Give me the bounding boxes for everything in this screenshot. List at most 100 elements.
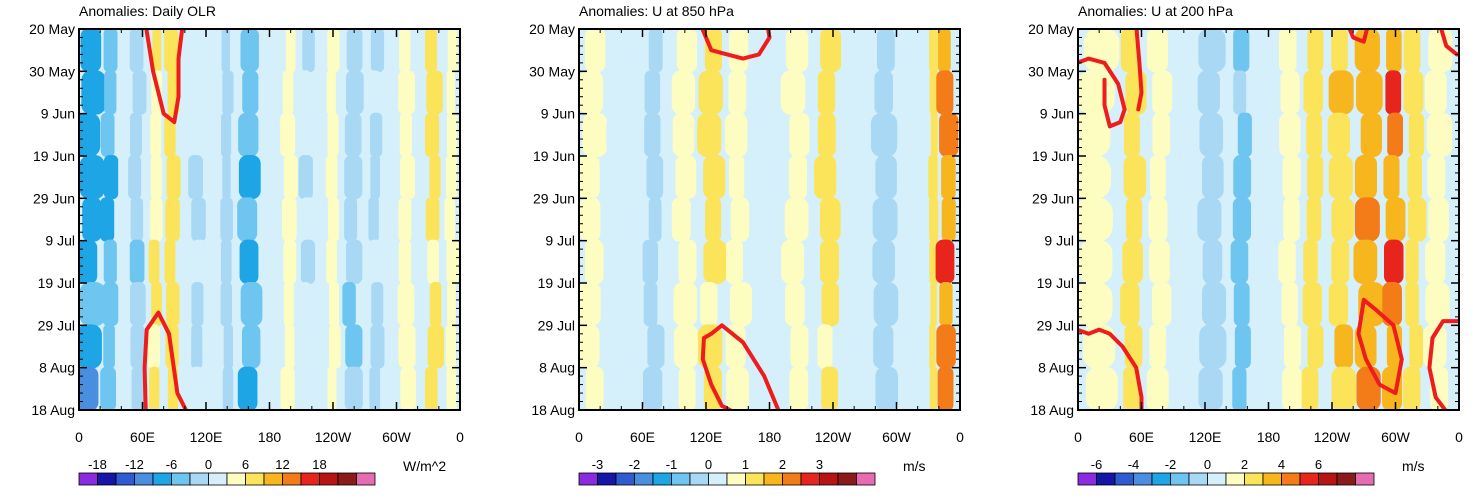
band-2-seg-1 — [1152, 70, 1173, 115]
band-2-seg-6 — [129, 282, 146, 327]
band-3-seg-4 — [1176, 197, 1197, 242]
band-15-seg-6 — [447, 282, 456, 327]
band-6-seg-4 — [1260, 197, 1280, 242]
y-tick-label: 29 Jun — [1032, 190, 1074, 206]
colorbar-swatch — [800, 472, 820, 486]
band-0-seg-5 — [1078, 239, 1113, 284]
band-7-seg-5 — [1278, 239, 1296, 284]
colorbar-label: 12 — [275, 457, 289, 472]
band-6-seg-5 — [757, 239, 776, 284]
band-8-seg-0 — [285, 29, 296, 73]
band-11-seg-4 — [912, 197, 922, 242]
band-10-seg-4 — [328, 197, 339, 242]
band-12-seg-5 — [1405, 239, 1419, 284]
colorbar-label: 0 — [1204, 457, 1211, 472]
band-6-seg-4 — [759, 197, 778, 242]
band-4-seg-1 — [698, 70, 723, 115]
band-7-seg-7 — [790, 324, 809, 369]
band-8-seg-0 — [820, 29, 842, 73]
band-11-seg-5 — [907, 239, 920, 284]
band-7-seg-1 — [242, 70, 259, 115]
band-1-seg-5 — [103, 239, 117, 284]
band-1-seg-6 — [102, 282, 119, 327]
band-6-seg-2 — [221, 112, 232, 157]
band-8-seg-5 — [283, 239, 297, 284]
x-tick-label: 120W — [815, 429, 852, 445]
band-2-seg-5 — [129, 239, 145, 284]
colorbar-swatch — [1281, 472, 1301, 486]
band-13-seg-3 — [941, 155, 956, 200]
band-9-seg-7 — [1334, 324, 1354, 369]
band-4-seg-3 — [1201, 155, 1224, 200]
band-15-seg-0 — [447, 29, 458, 73]
colorbar: -18 -12 -6 0 6 12 18 W/m^2 — [78, 457, 446, 486]
band-3-seg-5 — [678, 239, 697, 284]
band-9-seg-6 — [300, 282, 311, 327]
band-10-seg-0 — [876, 29, 895, 73]
colorbar-swatch — [1207, 472, 1227, 486]
band-13-seg-4 — [1428, 197, 1449, 242]
band-5-seg-6 — [730, 282, 753, 327]
band-14-seg-8 — [424, 366, 438, 410]
band-2-seg-8 — [1146, 366, 1169, 410]
band-4-seg-3 — [166, 155, 181, 200]
band-2-seg-5 — [642, 239, 658, 284]
band-7-seg-8 — [237, 366, 258, 410]
colorbar-swatch — [597, 472, 617, 486]
band-10-seg-4 — [1354, 197, 1380, 242]
band-7-seg-3 — [788, 155, 808, 200]
band-15-seg-5 — [446, 239, 459, 284]
band-7-seg-6 — [240, 282, 263, 327]
colorbar-swatch — [245, 472, 265, 486]
band-0-seg-8 — [585, 366, 604, 410]
y-tick-label: 9 Jul — [45, 233, 75, 249]
colorbar-swatch — [78, 472, 98, 486]
band-6-seg-7 — [223, 324, 234, 369]
band-5-seg-4 — [191, 197, 206, 242]
band-10-seg-8 — [327, 366, 337, 410]
band-14-seg-7 — [427, 324, 445, 369]
colorbar-swatch — [837, 472, 857, 486]
band-13-seg-0 — [937, 29, 951, 73]
band-4-seg-0 — [164, 29, 179, 73]
colorbar-label: -6 — [166, 457, 178, 472]
band-11-seg-3 — [344, 155, 363, 200]
band-8-seg-3 — [1306, 155, 1324, 200]
colorbar-swatch — [1262, 472, 1282, 486]
band-2-seg-0 — [1146, 29, 1168, 73]
band-5-seg-1 — [1233, 70, 1247, 115]
band-6-seg-6 — [1259, 282, 1279, 327]
band-9-seg-0 — [302, 29, 315, 73]
colorbar-label: 6 — [242, 457, 249, 472]
colorbar-label: -18 — [88, 457, 107, 472]
y-tick-label: 19 Jun — [1032, 148, 1074, 164]
band-8-seg-7 — [817, 324, 833, 369]
band-6-seg-2 — [760, 112, 779, 157]
colorbar-label: -2 — [1165, 457, 1177, 472]
band-1-seg-1 — [605, 70, 632, 115]
band-12-seg-6 — [371, 282, 384, 327]
band-5-seg-8 — [1232, 366, 1247, 410]
y-tick-label: 18 Aug — [1030, 402, 1074, 418]
y-tick-label: 19 Jun — [533, 148, 575, 164]
band-10-seg-2 — [327, 112, 339, 157]
y-tick-label: 29 Jul — [538, 317, 575, 333]
colorbar-label: 2 — [779, 457, 786, 472]
band-13-seg-6 — [1425, 282, 1450, 327]
band-8-seg-0 — [1307, 29, 1324, 73]
band-5-seg-6 — [1233, 282, 1250, 327]
band-3-seg-0 — [152, 29, 162, 73]
band-0-seg-8 — [79, 366, 99, 410]
band-2-seg-4 — [648, 197, 662, 242]
y-tick-label: 29 Jul — [38, 317, 75, 333]
y-tick-label: 9 Jun — [1040, 106, 1074, 122]
band-12-seg-1 — [1403, 70, 1424, 115]
colorbar-swatch — [782, 472, 802, 486]
band-1-seg-5 — [1122, 239, 1144, 284]
band-4-seg-5 — [703, 239, 727, 284]
colorbar-swatch — [189, 472, 209, 486]
band-14-seg-4 — [425, 197, 440, 242]
band-9-seg-8 — [301, 366, 312, 410]
band-6-seg-7 — [1254, 324, 1277, 369]
band-3-seg-8 — [1171, 366, 1192, 410]
